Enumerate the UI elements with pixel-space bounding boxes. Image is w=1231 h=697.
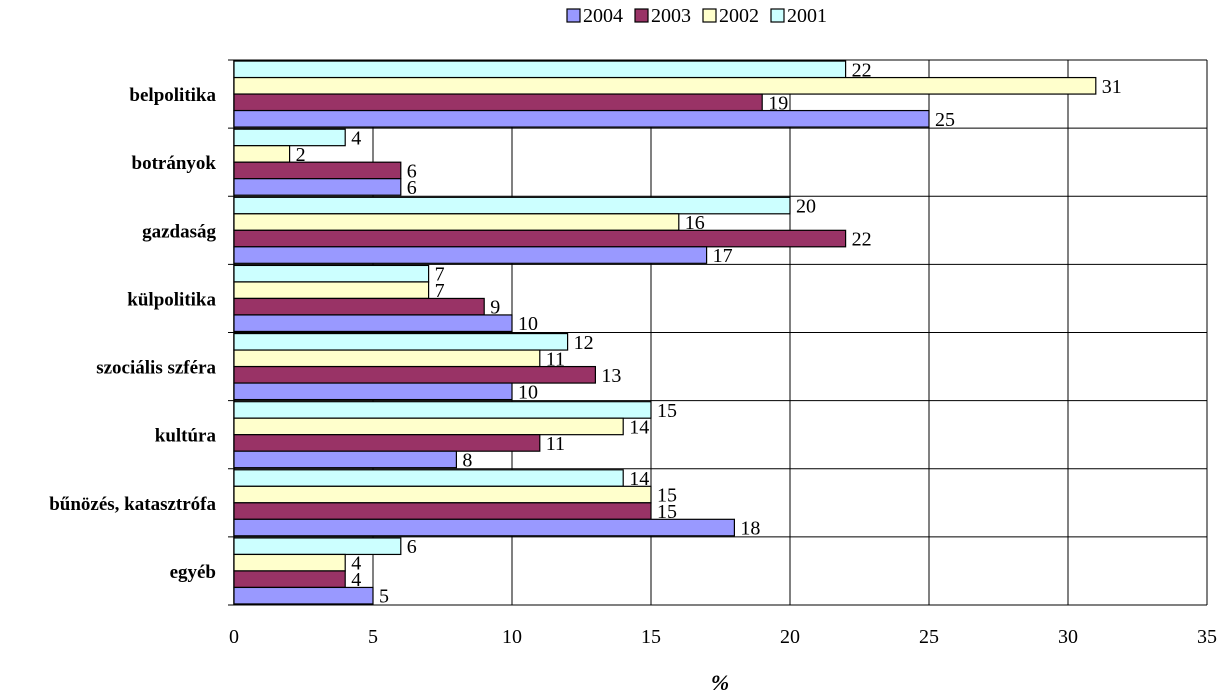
legend: 2004 2003 2002 2001 [566,5,827,27]
bar-2003 [233,570,346,589]
legend-label-2001: 2001 [787,5,827,27]
bar-2002 [233,213,680,231]
data-label: 15 [657,501,677,523]
category-label: szociális szféra [96,358,216,379]
category-label: egyéb [170,562,216,583]
bar-2002 [233,553,346,572]
bar-2003 [233,297,485,316]
bar-2001 [233,196,791,215]
bar-2001 [233,469,624,487]
data-label: 20 [796,196,816,218]
data-label: 31 [1102,76,1122,98]
legend-swatch-2003 [634,8,649,23]
x-tick-label: 20 [780,626,800,648]
bar-2002 [233,485,652,504]
data-label: 18 [740,518,760,540]
data-label: 11 [546,433,565,455]
data-label: 8 [462,449,472,471]
x-tick-label: 35 [1197,626,1217,648]
bar-2004 [233,246,708,264]
bar-2003 [233,434,541,452]
category-label: gazdaság [142,221,216,242]
category-label: botrányok [132,153,217,174]
data-label: 7 [435,280,445,302]
x-tick-label: 30 [1058,626,1078,648]
data-label: 9 [490,297,500,319]
bar-2004 [233,178,402,196]
data-label: 13 [601,365,621,387]
bar-2004 [233,314,513,333]
data-label: 11 [546,348,565,370]
data-label: 4 [351,127,361,149]
bar-2002 [233,145,291,163]
bar-2001 [233,264,430,283]
data-label: 22 [852,229,872,251]
x-axis-title: % [711,670,729,695]
category-labels: belpolitika botrányok gazdaság külpolitika s… [49,85,216,583]
bar-2004 [233,450,457,469]
category-label: bűnözés, katasztrófa [49,494,216,515]
data-label: 2 [296,144,306,166]
bar-2003 [233,365,596,384]
data-label: 16 [685,212,705,234]
bar-2004 [233,518,735,537]
bar-2001 [233,401,652,419]
bar-2001 [233,332,569,351]
legend-label-2004: 2004 [583,5,623,27]
data-label: 6 [407,160,417,182]
data-label: 25 [935,109,955,131]
legend-label-2003: 2003 [651,5,691,27]
category-label: külpolitika [127,289,216,310]
data-label: 4 [351,553,361,575]
data-label: 6 [407,536,417,558]
data-label: 10 [518,313,538,335]
bar-2003 [233,229,847,248]
bars [233,60,1097,605]
bar-2001 [233,537,402,556]
data-label: 15 [657,485,677,507]
x-tick-label: 0 [229,626,239,648]
legend-swatch-2001 [770,8,785,23]
data-label: 14 [629,416,649,438]
data-label: 10 [518,381,538,403]
bar-2002 [233,349,541,368]
category-label: belpolitika [129,85,216,106]
data-label: 17 [713,245,733,267]
bar-2001 [233,128,346,147]
x-tick-label: 25 [919,626,939,648]
data-label: 7 [435,264,445,286]
bar-2004 [233,586,374,605]
data-label: 5 [379,586,389,608]
bar-2002 [233,76,1097,95]
data-label: 22 [852,59,872,81]
bar-2002 [233,281,430,300]
data-label: 14 [629,468,649,490]
data-label: 6 [407,177,417,199]
bar-2003 [233,502,652,520]
bar-2003 [233,93,763,112]
data-label: 12 [574,332,594,354]
data-label: 19 [768,92,788,114]
data-label: 4 [351,569,361,591]
bar-2004 [233,382,513,401]
x-axis-ticks: 0 5 10 15 20 25 30 35 [229,626,1217,648]
legend-swatch-2004 [566,8,581,23]
data-labels: 2231192542662016221777910121113101514118… [296,59,1122,607]
x-tick-label: 15 [641,626,661,648]
legend-label-2002: 2002 [719,5,759,27]
category-label: kultúra [155,426,217,447]
bar-2004 [233,109,930,128]
bar-2003 [233,161,402,180]
data-label: 15 [657,400,677,422]
bar-2001 [233,60,847,79]
x-tick-label: 5 [368,626,378,648]
x-tick-label: 10 [502,626,522,648]
legend-swatch-2002 [702,8,717,23]
